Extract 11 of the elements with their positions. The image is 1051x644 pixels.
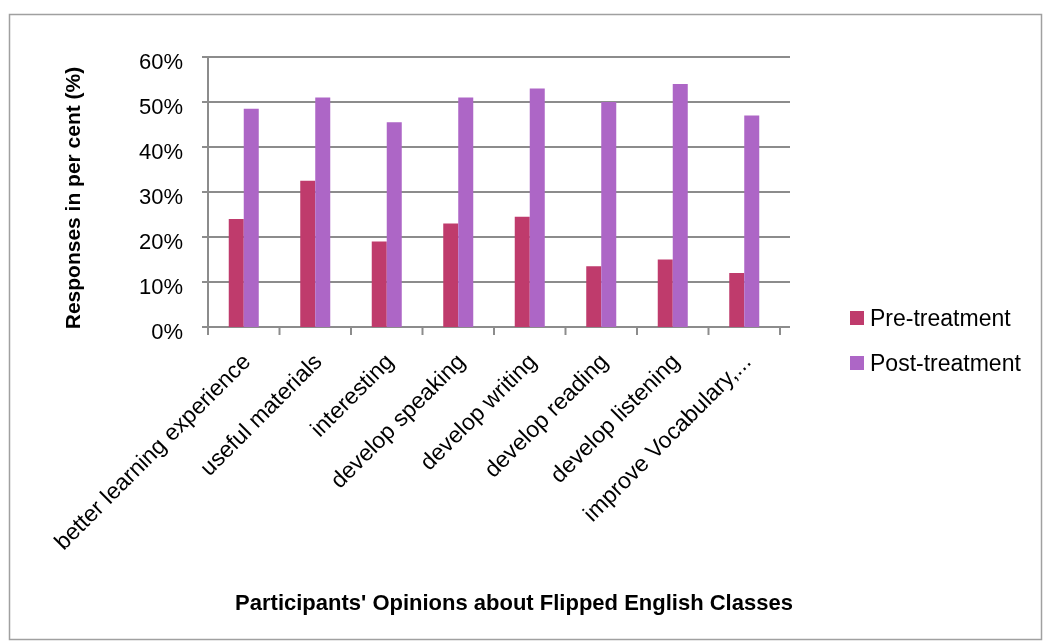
y-tick-label: 30%: [138, 183, 183, 209]
y-axis-title: Responses in per cent (%): [61, 66, 84, 330]
y-tick-label: 10%: [138, 273, 183, 299]
x-axis-title: Participants' Opinions about Flipped English Classes: [235, 590, 793, 615]
y-tick-label: 0%: [151, 318, 183, 344]
y-tick-label: 50%: [138, 93, 183, 119]
legend-label: Post-treatment: [870, 350, 1022, 376]
y-tick-label: 20%: [138, 228, 183, 254]
y-tick-label: 60%: [138, 48, 183, 74]
legend-label: Pre-treatment: [870, 305, 1012, 331]
y-tick-label: 40%: [138, 138, 183, 164]
